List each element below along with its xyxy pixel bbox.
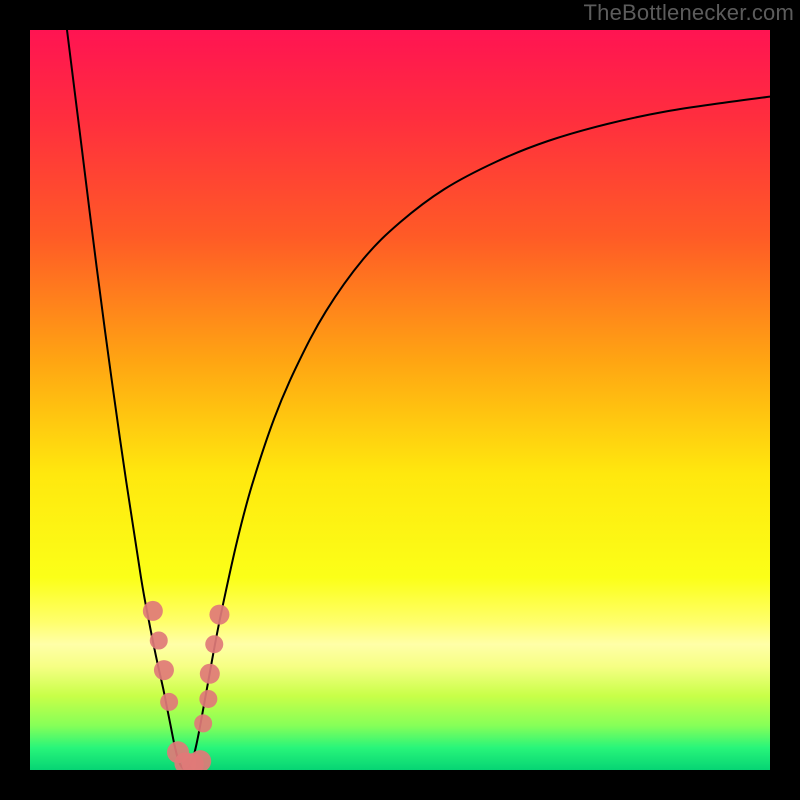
chart-frame: TheBottlenecker.com [0,0,800,800]
attribution-text: TheBottlenecker.com [584,0,794,26]
data-marker [150,632,168,650]
data-marker [160,693,178,711]
bottleneck-curve [67,30,185,770]
data-marker [194,714,212,732]
data-marker [199,690,217,708]
data-marker [209,605,229,625]
curve-svg [30,30,770,770]
bottleneck-curve [185,97,770,770]
data-marker [200,664,220,684]
plot-area [30,30,770,770]
data-marker [143,601,163,621]
data-marker [154,660,174,680]
data-marker [205,635,223,653]
